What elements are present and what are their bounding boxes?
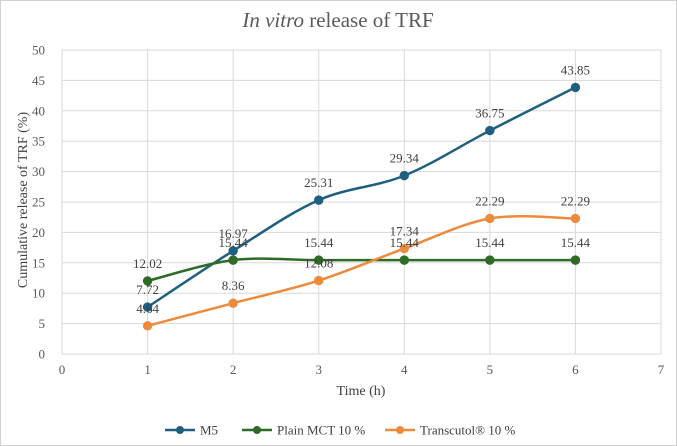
- data-label: 4.64: [136, 301, 159, 316]
- data-point: [399, 170, 409, 181]
- series-line-1: [147, 257, 576, 283]
- data-label: 22.29: [475, 193, 504, 208]
- data-label: 22.29: [561, 193, 590, 208]
- data-label: 16.97: [219, 226, 249, 241]
- data-point: [314, 195, 324, 205]
- x-tick-label: 5: [487, 362, 494, 377]
- gridlines: [61, 49, 662, 355]
- legend-label: M5: [200, 423, 218, 438]
- data-label: 15.44: [304, 235, 334, 250]
- y-tick-label: 10: [32, 286, 45, 301]
- y-tick-label: 0: [39, 347, 46, 362]
- data-point: [485, 255, 495, 265]
- chart-title-rest: release of TRF: [304, 8, 434, 32]
- data-point: [485, 213, 495, 224]
- legend-marker: [396, 426, 404, 434]
- data-label: 29.34: [390, 151, 420, 166]
- chart-title: In vitro release of TRF: [241, 8, 433, 32]
- legend: M5 Plain MCT 10 % Transcutol® 10 %: [165, 423, 516, 438]
- data-label: 43.85: [561, 62, 590, 77]
- y-tick-label: 15: [32, 255, 45, 270]
- x-axis-title: Time (h): [337, 384, 386, 399]
- data-point: [399, 243, 409, 254]
- data-point: [228, 246, 238, 256]
- series-line-0: [146, 86, 576, 309]
- x-tick-label: 7: [658, 362, 665, 377]
- data-label: 15.44: [475, 235, 505, 250]
- data-label: 7.72: [136, 282, 159, 297]
- series-lines: [146, 86, 576, 327]
- legend-label: Transcutol® 10 %: [420, 423, 516, 438]
- x-tick-label: 4: [401, 362, 408, 377]
- data-label: 25.31: [304, 175, 333, 190]
- y-tick-label: 20: [32, 225, 45, 240]
- x-tick-label: 1: [144, 362, 151, 377]
- y-tick-labels: 0 5 10 15 20 25 30 35 40 45 50: [32, 43, 45, 362]
- data-label: 12.02: [133, 256, 162, 271]
- data-label: 36.75: [475, 106, 504, 121]
- y-tick-label: 50: [32, 43, 45, 58]
- data-point: [228, 255, 238, 265]
- data-point: [485, 125, 495, 136]
- legend-marker: [176, 426, 184, 434]
- y-tick-label: 30: [32, 164, 45, 179]
- legend-label: Plain MCT 10 %: [277, 423, 365, 438]
- x-tick-label: 3: [315, 362, 322, 377]
- data-point: [570, 82, 581, 93]
- y-axis-title: Cumulative release of TRF (%): [16, 112, 31, 289]
- x-tick-label: 0: [59, 362, 66, 377]
- data-point: [142, 276, 153, 286]
- y-tick-label: 35: [32, 134, 45, 149]
- x-tick-label: 6: [572, 362, 579, 377]
- data-point: [314, 255, 324, 265]
- data-point: [570, 213, 581, 224]
- y-tick-label: 5: [39, 316, 46, 331]
- y-tick-label: 25: [32, 195, 45, 210]
- data-label: 8.36: [222, 278, 245, 293]
- data-label: 15.44: [561, 235, 591, 250]
- y-tick-label: 45: [32, 73, 45, 88]
- data-label: 15.44: [390, 235, 420, 250]
- x-tick-labels: 0 1 2 3 4 5 6 7: [59, 362, 665, 377]
- y-tick-label: 40: [32, 103, 45, 118]
- series-line-2: [147, 215, 576, 327]
- data-point: [314, 275, 324, 286]
- legend-marker: [253, 426, 261, 434]
- data-point: [399, 255, 409, 265]
- data-point: [142, 302, 153, 312]
- data-label: 17.34: [390, 224, 420, 239]
- data-point: [228, 298, 238, 308]
- data-point: [570, 255, 581, 265]
- data-label: 15.44: [219, 235, 249, 250]
- data-label: 12.08: [304, 256, 333, 271]
- data-point: [142, 321, 153, 331]
- series-points: [142, 82, 581, 331]
- x-tick-label: 2: [230, 362, 237, 377]
- chart-title-italic: In vitro: [241, 8, 304, 32]
